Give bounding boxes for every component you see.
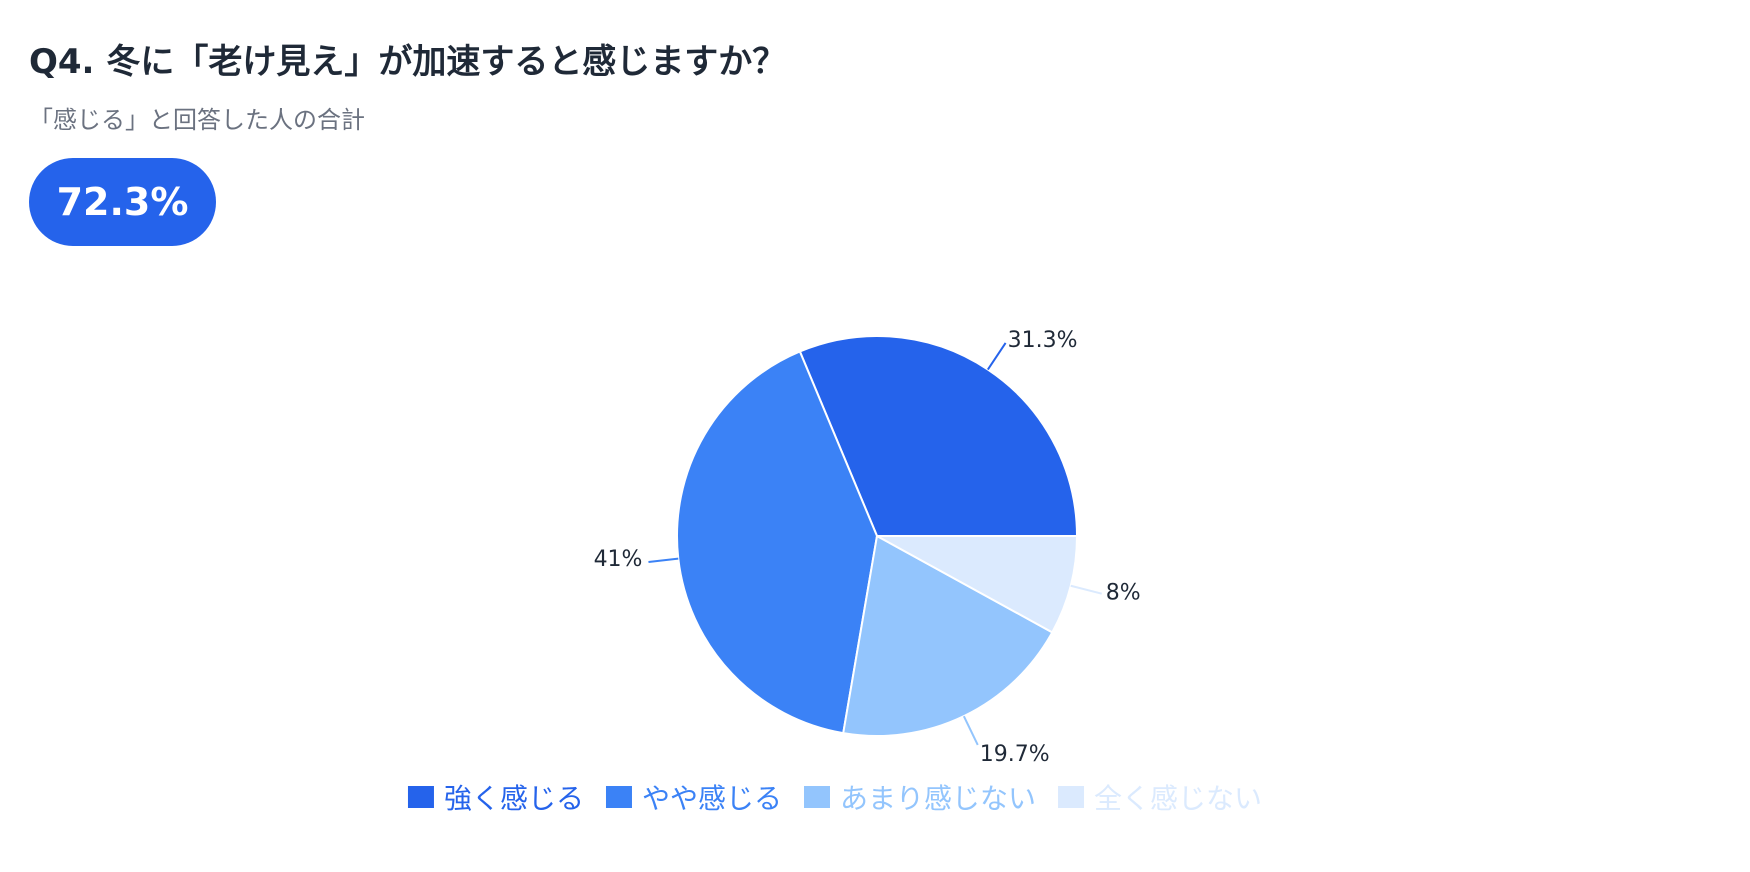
pie-leader-line-4 <box>1070 584 1102 595</box>
legend-item-4[interactable]: 全く感じない <box>1058 782 1262 815</box>
legend-item-2[interactable]: やや感じる <box>605 782 782 815</box>
legend-label-1: 強く感じる <box>444 782 584 815</box>
legend-swatch-3 <box>804 786 830 808</box>
chart-title: Q4. 冬に「老け見え」が加速すると感じますか？ <box>29 42 787 82</box>
total-percentage-badge: 72.3% <box>29 158 216 246</box>
pie-slice-3[interactable] <box>842 534 1054 737</box>
legend[interactable]: 強く感じる やや感じる あまり感じない 全く感じない <box>407 782 1262 815</box>
pie-labels: 31.3% 41% 19.7% 8% <box>594 328 1141 767</box>
legend-swatch-4 <box>1058 786 1085 808</box>
pie-leader-line-3 <box>962 715 979 746</box>
pie-value-label-1: 31.3% <box>1008 328 1078 353</box>
legend-swatch-1 <box>407 786 434 808</box>
legend-item-1[interactable]: 強く感じる <box>407 782 584 815</box>
pie-value-label-4: 8% <box>1106 581 1141 606</box>
pie-slice-4[interactable] <box>876 535 1079 634</box>
legend-swatch-2 <box>605 786 632 808</box>
chart-subtitle: 「感じる」と回答した人の合計 <box>29 106 365 134</box>
legend-item-3[interactable]: あまり感じない <box>804 782 1036 815</box>
legend-label-4: 全く感じない <box>1094 782 1262 815</box>
legend-label-2: やや感じる <box>642 782 782 815</box>
legend-label-3: あまり感じない <box>840 782 1036 815</box>
pie-leader-line-1 <box>987 342 1007 371</box>
pie-slices <box>676 335 1079 737</box>
pie-value-label-2: 41% <box>594 547 643 572</box>
pie-value-label-3: 19.7% <box>980 742 1050 767</box>
pie-leader-line-2 <box>648 557 679 563</box>
